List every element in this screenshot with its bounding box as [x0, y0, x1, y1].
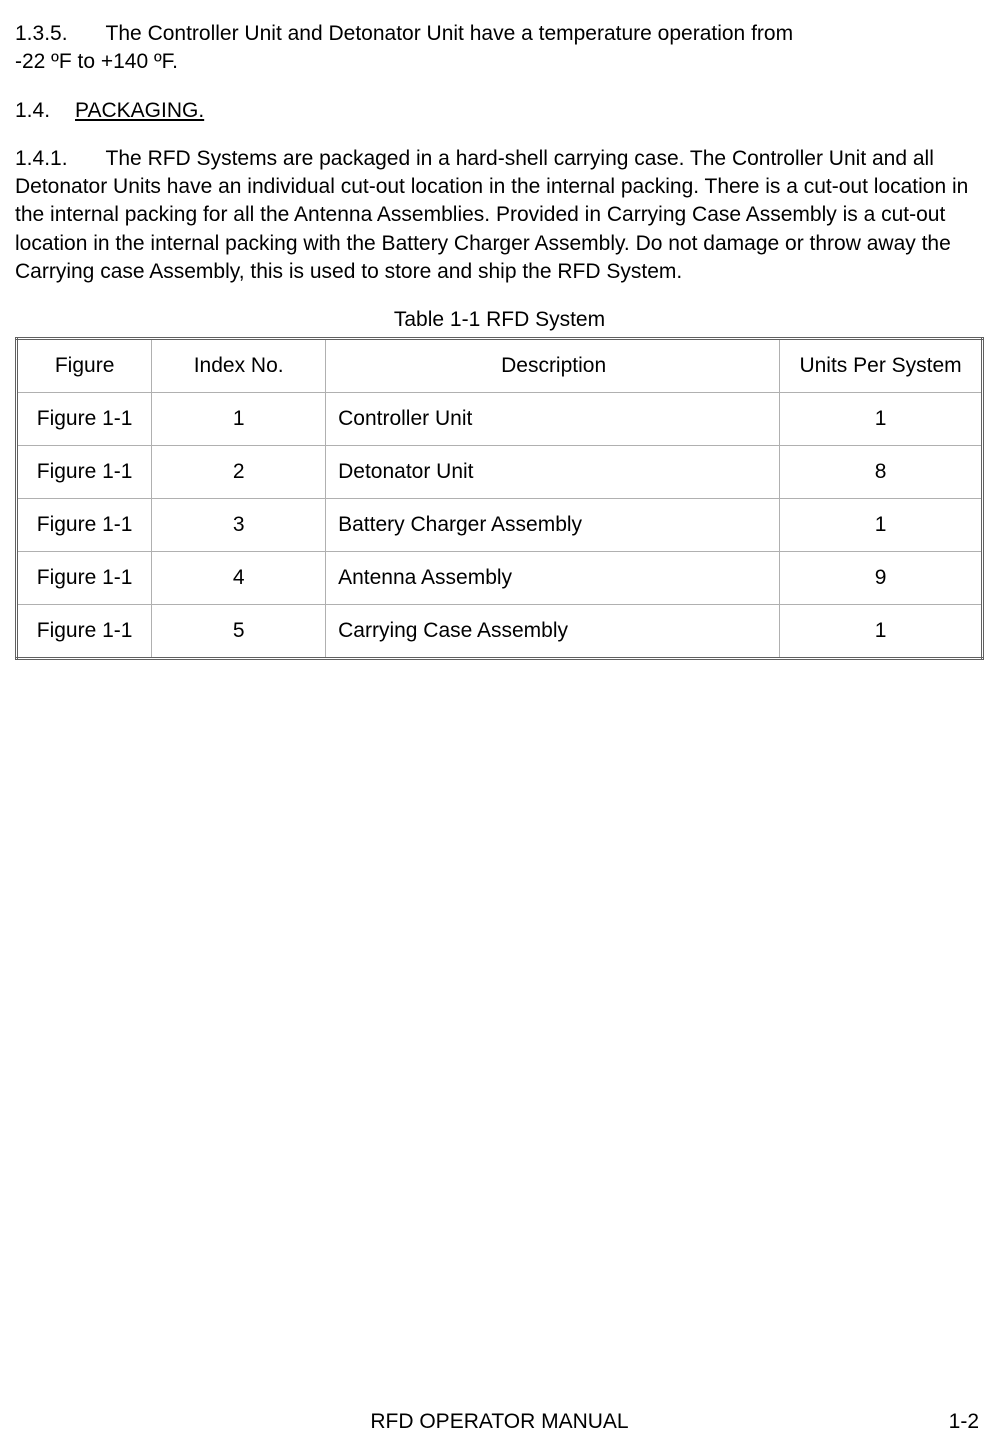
footer-page-number: 1-2: [949, 1410, 979, 1434]
cell-description: Controller Unit: [326, 393, 780, 446]
cell-index: 3: [152, 499, 326, 552]
cell-description: Battery Charger Assembly: [326, 499, 780, 552]
table-header-index: Index No.: [152, 339, 326, 393]
paragraph-1-4-1: 1.4.1.The RFD Systems are packaged in a …: [15, 145, 984, 287]
section-text: The RFD Systems are packaged in a hard-s…: [15, 147, 968, 283]
section-number: 1.4.: [15, 99, 50, 122]
paragraph-1-3-5: 1.3.5. The Controller Unit and Detonator …: [15, 20, 984, 77]
heading-1-4: 1.4. PACKAGING.: [15, 99, 984, 123]
cell-index: 4: [152, 552, 326, 605]
table-header-row: Figure Index No. Description Units Per S…: [17, 339, 983, 393]
cell-figure: Figure 1-1: [17, 393, 152, 446]
cell-figure: Figure 1-1: [17, 446, 152, 499]
cell-units: 1: [780, 393, 983, 446]
cell-figure: Figure 1-1: [17, 605, 152, 659]
table-header-units: Units Per System: [780, 339, 983, 393]
table-row: Figure 1-1 5 Carrying Case Assembly 1: [17, 605, 983, 659]
section-text-line2: -22 ºF to +140 ºF.: [15, 50, 178, 73]
table-header-description: Description: [326, 339, 780, 393]
section-number: 1.3.5.: [15, 22, 68, 45]
table-row: Figure 1-1 1 Controller Unit 1: [17, 393, 983, 446]
table-header-figure: Figure: [17, 339, 152, 393]
cell-index: 5: [152, 605, 326, 659]
cell-description: Carrying Case Assembly: [326, 605, 780, 659]
section-number: 1.4.1.: [15, 147, 68, 170]
cell-description: Detonator Unit: [326, 446, 780, 499]
cell-description: Antenna Assembly: [326, 552, 780, 605]
table-caption: Table 1-1 RFD System: [15, 308, 984, 332]
footer-title: RFD OPERATOR MANUAL: [0, 1410, 999, 1434]
section-text: The Controller Unit and Detonator Unit h…: [106, 22, 794, 45]
table-row: Figure 1-1 4 Antenna Assembly 9: [17, 552, 983, 605]
cell-index: 1: [152, 393, 326, 446]
table-row: Figure 1-1 2 Detonator Unit 8: [17, 446, 983, 499]
cell-units: 1: [780, 605, 983, 659]
cell-units: 9: [780, 552, 983, 605]
cell-index: 2: [152, 446, 326, 499]
table-row: Figure 1-1 3 Battery Charger Assembly 1: [17, 499, 983, 552]
page-content: 1.3.5. The Controller Unit and Detonator …: [15, 20, 984, 660]
section-heading-text: PACKAGING.: [75, 99, 204, 122]
cell-figure: Figure 1-1: [17, 552, 152, 605]
cell-figure: Figure 1-1: [17, 499, 152, 552]
cell-units: 1: [780, 499, 983, 552]
rfd-system-table: Figure Index No. Description Units Per S…: [15, 337, 984, 660]
cell-units: 8: [780, 446, 983, 499]
